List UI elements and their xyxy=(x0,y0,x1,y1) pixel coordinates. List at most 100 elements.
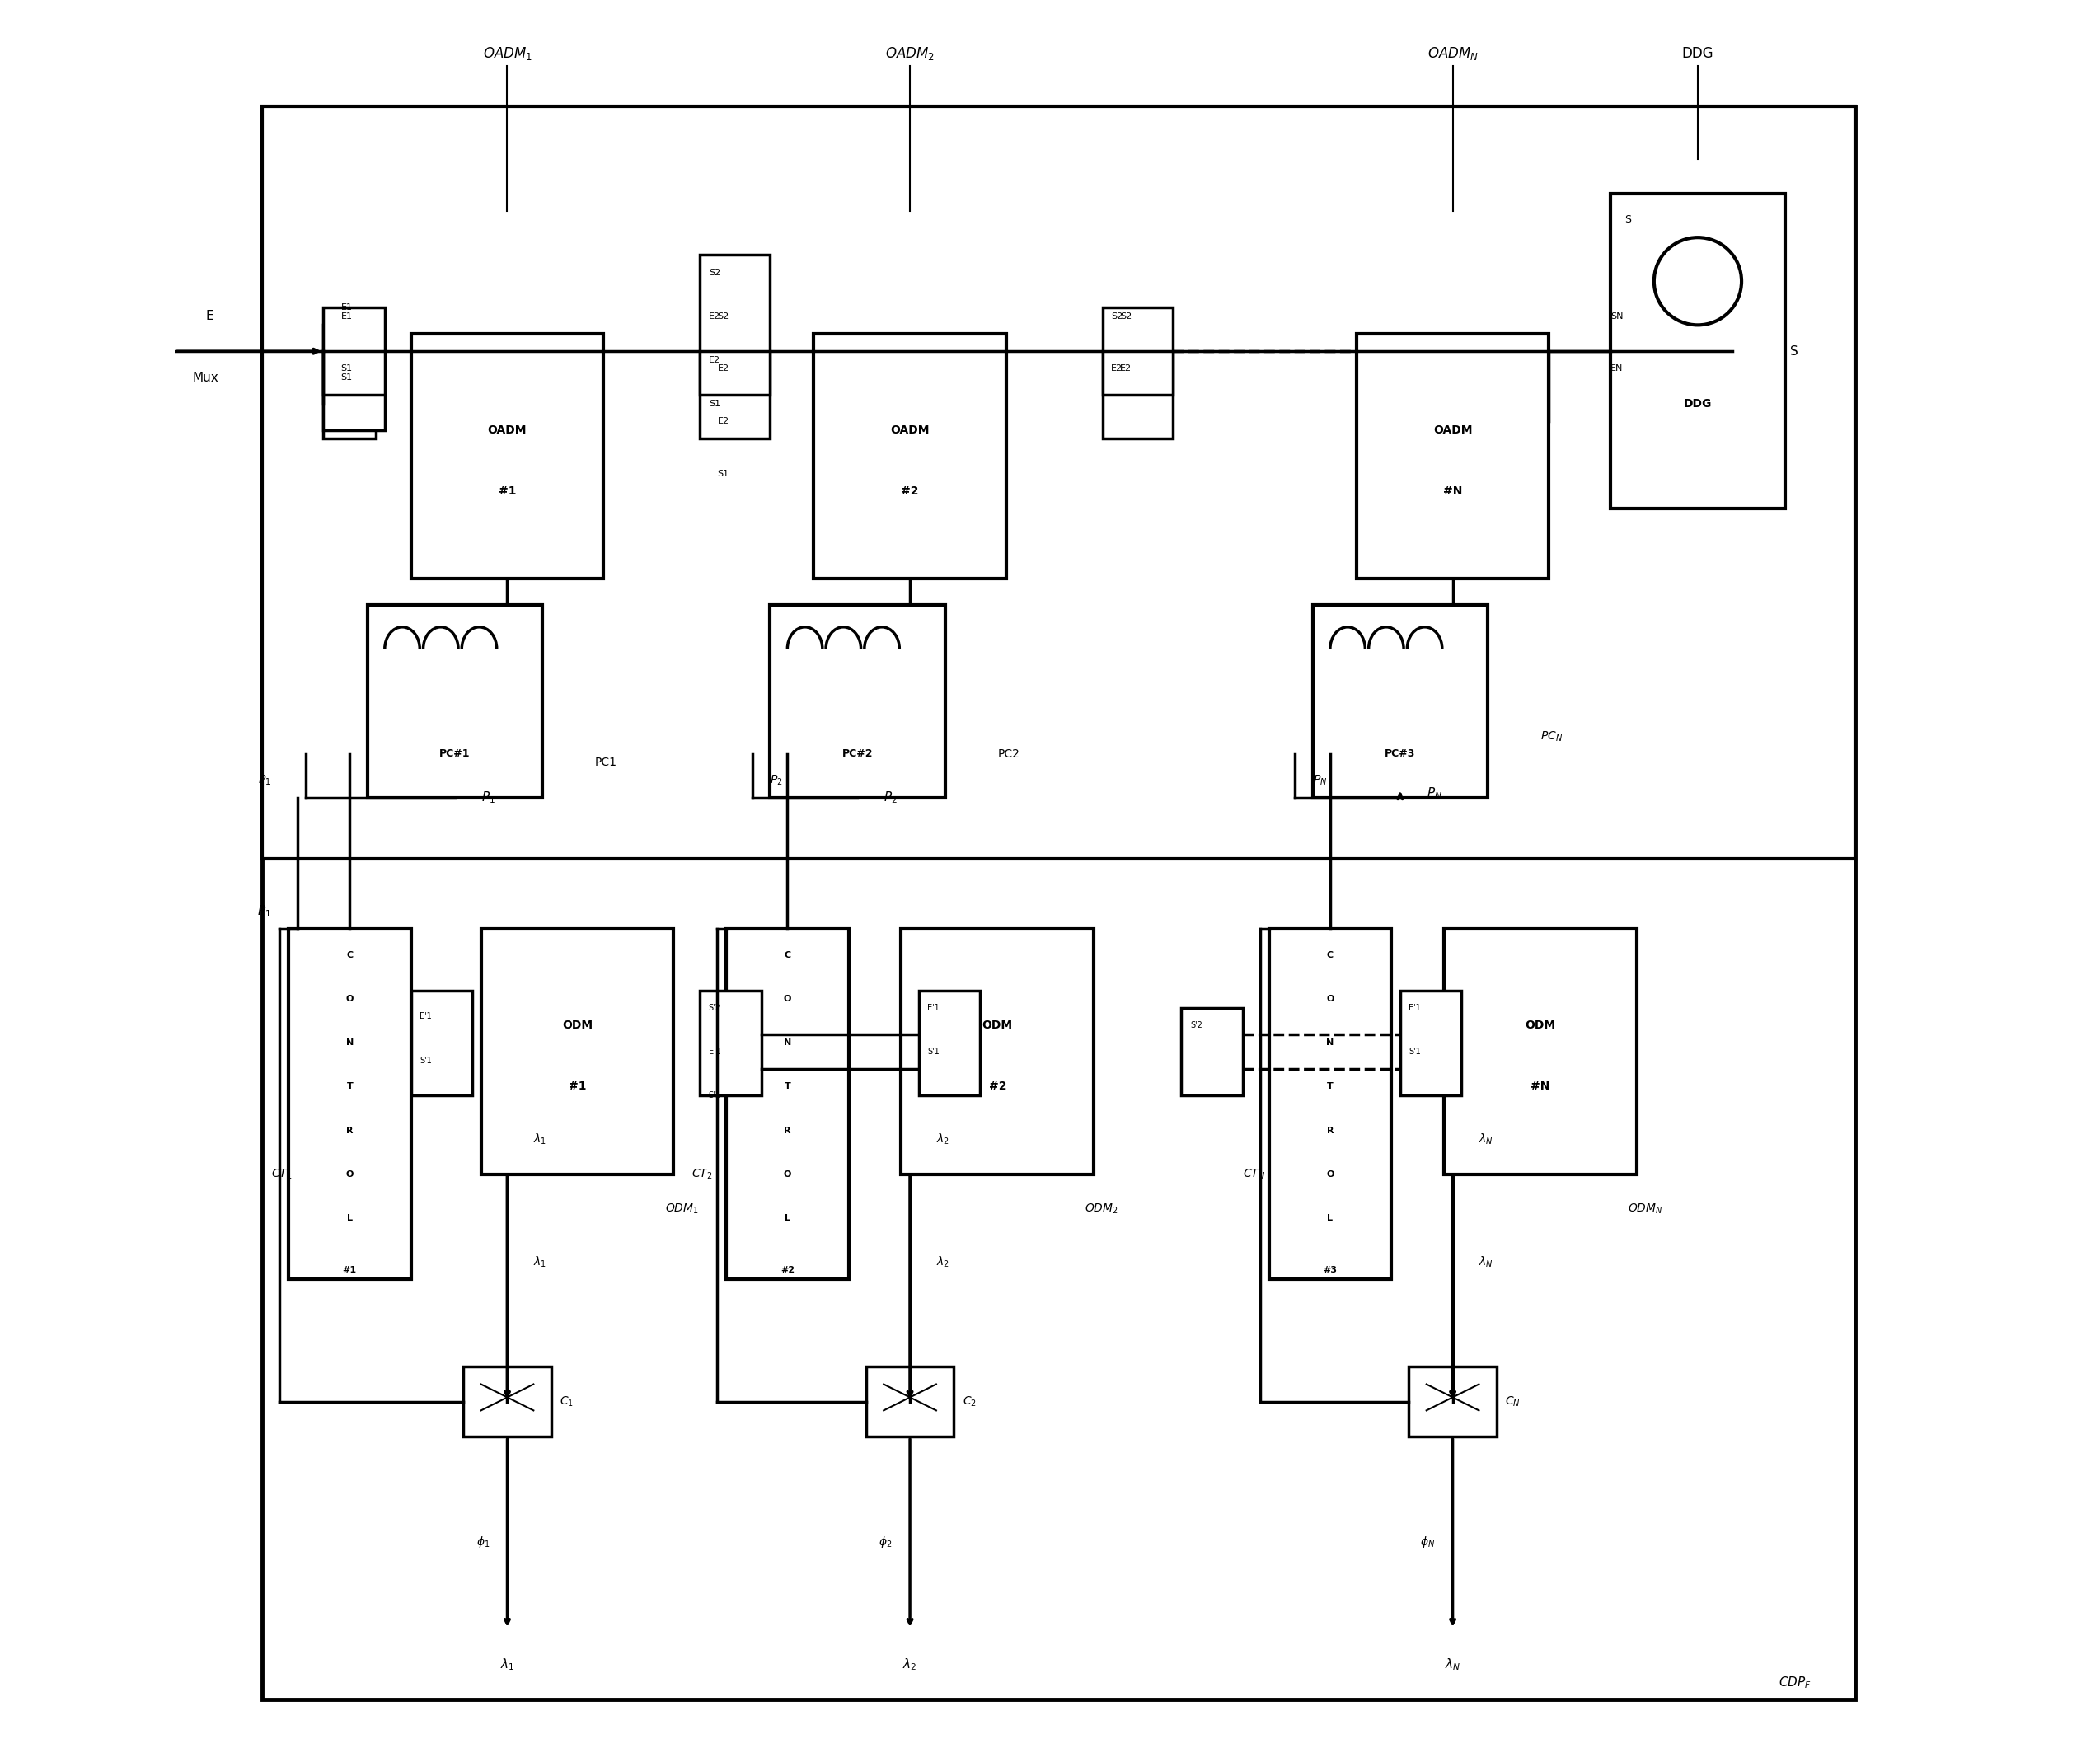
FancyBboxPatch shape xyxy=(1268,929,1392,1280)
FancyBboxPatch shape xyxy=(901,929,1094,1175)
Text: S'2: S'2 xyxy=(1191,1022,1203,1029)
Text: T: T xyxy=(783,1082,790,1090)
Text: $\phi_1$: $\phi_1$ xyxy=(477,1534,489,1550)
Text: $CT_1$: $CT_1$ xyxy=(271,1167,292,1182)
Text: E1: E1 xyxy=(340,303,353,312)
Text: #1: #1 xyxy=(342,1266,357,1274)
Text: O: O xyxy=(1327,996,1334,1003)
FancyBboxPatch shape xyxy=(699,254,771,394)
Text: $P_N$: $P_N$ xyxy=(1312,773,1327,787)
Text: O: O xyxy=(783,1169,792,1178)
Text: ODM: ODM xyxy=(1525,1020,1556,1031)
Text: PC1: PC1 xyxy=(594,757,617,768)
Text: #2: #2 xyxy=(901,486,920,498)
FancyBboxPatch shape xyxy=(262,107,1854,859)
Text: $P_1$: $P_1$ xyxy=(256,905,271,919)
Text: $CDP_F$: $CDP_F$ xyxy=(1779,1676,1812,1690)
Text: #1: #1 xyxy=(498,486,517,498)
Text: PC2: PC2 xyxy=(997,749,1021,759)
Text: C: C xyxy=(1327,952,1334,959)
Text: R: R xyxy=(346,1125,353,1134)
FancyBboxPatch shape xyxy=(771,605,945,798)
Text: N: N xyxy=(1327,1040,1334,1047)
Text: $\lambda_N$: $\lambda_N$ xyxy=(1445,1657,1462,1672)
Text: E'1: E'1 xyxy=(708,1048,720,1055)
Text: $CT_N$: $CT_N$ xyxy=(1243,1167,1264,1182)
FancyBboxPatch shape xyxy=(412,333,603,578)
Text: $\lambda_2$: $\lambda_2$ xyxy=(937,1132,949,1146)
Text: $ODM_2$: $ODM_2$ xyxy=(1086,1203,1119,1217)
Text: T: T xyxy=(1327,1082,1334,1090)
FancyBboxPatch shape xyxy=(865,1367,953,1437)
Text: S2: S2 xyxy=(708,268,720,277)
Text: $ODM_1$: $ODM_1$ xyxy=(666,1203,699,1217)
Text: S'2: S'2 xyxy=(708,1004,720,1011)
FancyBboxPatch shape xyxy=(1182,1008,1243,1096)
Text: S2: S2 xyxy=(1119,312,1132,321)
Text: #1: #1 xyxy=(569,1082,586,1092)
FancyBboxPatch shape xyxy=(323,324,384,429)
Text: $\lambda_1$: $\lambda_1$ xyxy=(500,1657,514,1672)
Text: OADM: OADM xyxy=(890,424,930,436)
Text: $\lambda_1$: $\lambda_1$ xyxy=(533,1132,546,1146)
Text: S'1: S'1 xyxy=(928,1048,939,1055)
FancyBboxPatch shape xyxy=(1102,307,1172,394)
Text: E1: E1 xyxy=(340,312,353,321)
FancyBboxPatch shape xyxy=(288,929,412,1280)
Text: #3: #3 xyxy=(1323,1266,1338,1274)
Text: E'1: E'1 xyxy=(928,1004,939,1011)
Text: PC#2: PC#2 xyxy=(842,749,874,759)
Text: S1: S1 xyxy=(340,365,353,373)
Text: $\lambda_2$: $\lambda_2$ xyxy=(903,1657,918,1672)
Text: O: O xyxy=(1327,1169,1334,1178)
FancyBboxPatch shape xyxy=(727,929,848,1280)
Text: E'1: E'1 xyxy=(1409,1004,1422,1011)
Text: S1: S1 xyxy=(708,400,720,408)
FancyBboxPatch shape xyxy=(367,605,542,798)
FancyBboxPatch shape xyxy=(918,990,981,1096)
Text: E2: E2 xyxy=(1119,365,1132,373)
Text: E2: E2 xyxy=(718,365,729,373)
Text: $C_1$: $C_1$ xyxy=(561,1395,573,1408)
Text: O: O xyxy=(783,996,792,1003)
Text: $P_1$: $P_1$ xyxy=(481,791,496,805)
Text: $\lambda_N$: $\lambda_N$ xyxy=(1478,1255,1493,1269)
Text: R: R xyxy=(1327,1125,1334,1134)
FancyBboxPatch shape xyxy=(412,990,472,1096)
Text: S: S xyxy=(1625,214,1632,226)
Text: L: L xyxy=(346,1213,353,1222)
Text: $\lambda_N$: $\lambda_N$ xyxy=(1478,1132,1493,1146)
Text: E'1: E'1 xyxy=(420,1013,433,1020)
Text: $P_2$: $P_2$ xyxy=(884,791,897,805)
Text: S2: S2 xyxy=(718,312,729,321)
Text: E2: E2 xyxy=(718,417,729,426)
Text: ODM: ODM xyxy=(563,1020,592,1031)
FancyBboxPatch shape xyxy=(699,990,760,1096)
Text: $OADM_1$: $OADM_1$ xyxy=(483,46,531,61)
Text: E: E xyxy=(206,310,214,323)
Text: $C_N$: $C_N$ xyxy=(1506,1395,1520,1408)
Text: $P_2$: $P_2$ xyxy=(771,773,783,787)
FancyBboxPatch shape xyxy=(1357,333,1550,578)
FancyBboxPatch shape xyxy=(323,351,376,438)
FancyBboxPatch shape xyxy=(464,1367,550,1437)
Text: S2: S2 xyxy=(1111,312,1124,321)
Text: $P_N$: $P_N$ xyxy=(1426,785,1443,801)
Text: L: L xyxy=(1327,1213,1334,1222)
Text: R: R xyxy=(783,1125,792,1134)
Text: C: C xyxy=(783,952,792,959)
Text: #N: #N xyxy=(1443,486,1462,498)
Text: $PC_N$: $PC_N$ xyxy=(1539,729,1562,743)
Text: #N: #N xyxy=(1531,1082,1550,1092)
Text: DDG: DDG xyxy=(1684,398,1711,410)
FancyBboxPatch shape xyxy=(1312,605,1487,798)
Text: E2: E2 xyxy=(708,312,720,321)
Text: S'1: S'1 xyxy=(420,1057,433,1064)
Text: $\lambda_1$: $\lambda_1$ xyxy=(533,1255,546,1269)
FancyBboxPatch shape xyxy=(262,107,1854,1699)
Text: S: S xyxy=(1789,345,1798,358)
FancyBboxPatch shape xyxy=(813,333,1006,578)
FancyBboxPatch shape xyxy=(1409,1367,1497,1437)
Text: S1: S1 xyxy=(340,373,353,382)
Text: Mux: Mux xyxy=(191,372,218,384)
